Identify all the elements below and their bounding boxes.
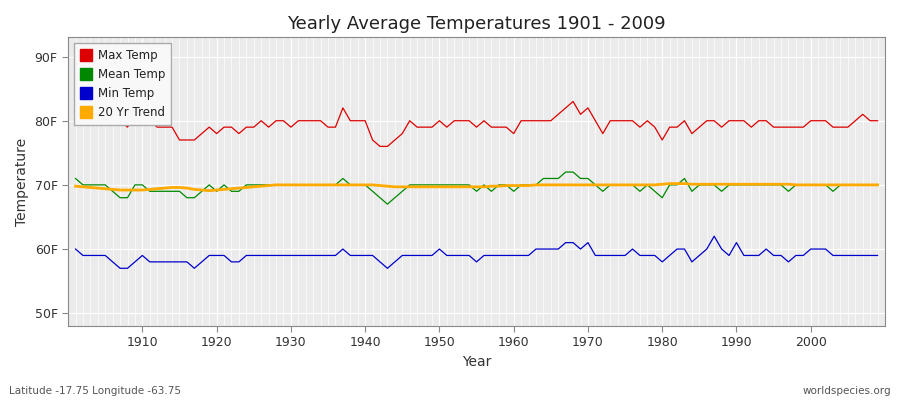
- X-axis label: Year: Year: [462, 355, 491, 369]
- Text: worldspecies.org: worldspecies.org: [803, 386, 891, 396]
- Title: Yearly Average Temperatures 1901 - 2009: Yearly Average Temperatures 1901 - 2009: [287, 15, 666, 33]
- Y-axis label: Temperature: Temperature: [15, 138, 29, 226]
- Legend: Max Temp, Mean Temp, Min Temp, 20 Yr Trend: Max Temp, Mean Temp, Min Temp, 20 Yr Tre…: [74, 43, 171, 125]
- Text: Latitude -17.75 Longitude -63.75: Latitude -17.75 Longitude -63.75: [9, 386, 181, 396]
